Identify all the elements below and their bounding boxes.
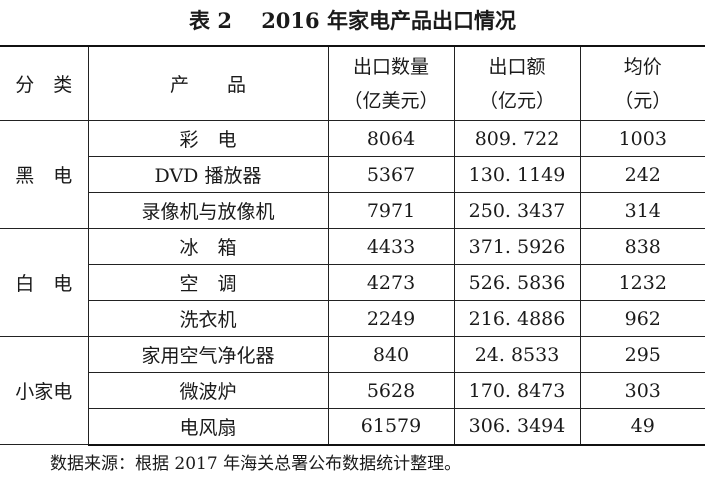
- table-row: 微波炉 5628 170. 8473 303: [0, 372, 705, 409]
- table-row: 白 电 冰 箱 4433 371. 5926 838: [0, 228, 705, 337]
- source-note: 数据来源：根据 2017 年海关总署公布数据统计整理。: [50, 454, 462, 474]
- header-price-line2: （元）: [614, 89, 672, 112]
- header-value-line2: （亿元）: [478, 89, 555, 112]
- product-cell: 洗衣机: [88, 300, 329, 337]
- header-quantity: 出口数量 （亿美元）: [327, 45, 455, 121]
- table-caption: 表 2 2016 年家电产品出口情况: [189, 8, 516, 33]
- header-row: 分 类 产 品 出口数量 （亿美元） 出口额 （亿元） 均价 （元）: [0, 45, 705, 121]
- price-cell: 49: [579, 408, 705, 446]
- quantity-cell: 4273: [327, 264, 455, 301]
- value-cell: 250. 3437: [453, 192, 581, 229]
- product-cell: 家用空气净化器: [87, 336, 329, 373]
- header-quantity-line2: （亿美元）: [343, 89, 439, 112]
- header-product: 产 品: [87, 45, 329, 121]
- price-cell: 1003: [579, 120, 705, 157]
- quantity-cell: 8064: [327, 120, 455, 157]
- product-cell: 电风扇: [88, 408, 329, 446]
- category-cell: 白 电: [0, 228, 89, 337]
- table-row: 黑 电 彩 电 8064 809. 722 1003: [0, 120, 705, 229]
- price-cell: 295: [579, 336, 705, 373]
- value-cell: 809. 722: [453, 120, 581, 157]
- product-cell: DVD 播放器: [88, 156, 329, 193]
- table-row: 电风扇 61579 306. 3494 49: [0, 408, 705, 446]
- value-cell: 306. 3494: [453, 408, 581, 446]
- value-cell: 24. 8533: [453, 336, 581, 373]
- table-row: 空 调 4273 526. 5836 1232: [0, 264, 705, 301]
- header-category: 分 类: [0, 45, 89, 121]
- price-cell: 838: [579, 228, 705, 265]
- quantity-cell: 4433: [327, 228, 455, 265]
- value-cell: 170. 8473: [453, 372, 581, 409]
- product-cell: 微波炉: [88, 372, 329, 409]
- price-cell: 303: [579, 372, 705, 409]
- quantity-cell: 840: [327, 336, 455, 373]
- header-value: 出口额 （亿元）: [453, 45, 581, 121]
- table-row: 小家电 家用空气净化器 840 24. 8533 295: [0, 336, 705, 445]
- quantity-cell: 2249: [327, 300, 455, 337]
- value-cell: 526. 5836: [453, 264, 581, 301]
- quantity-cell: 61579: [327, 408, 455, 446]
- header-price-line1: 均价: [623, 55, 662, 78]
- product-cell: 录像机与放像机: [88, 192, 329, 229]
- table-row: 录像机与放像机 7971 250. 3437 314: [0, 192, 705, 229]
- header-quantity-line1: 出口数量: [352, 55, 429, 78]
- quantity-cell: 5367: [327, 156, 455, 193]
- category-cell: 黑 电: [0, 120, 89, 229]
- quantity-cell: 5628: [327, 372, 455, 409]
- header-price: 均价 （元）: [579, 45, 705, 121]
- value-cell: 216. 4886: [453, 300, 581, 337]
- quantity-cell: 7971: [327, 192, 455, 229]
- price-cell: 242: [579, 156, 705, 193]
- value-cell: 371. 5926: [453, 228, 581, 265]
- table-row: 洗衣机 2249 216. 4886 962: [0, 300, 705, 337]
- product-cell: 冰 箱: [87, 228, 329, 265]
- table-row: DVD 播放器 5367 130. 1149 242: [0, 156, 705, 193]
- product-cell: 空 调: [88, 264, 329, 301]
- header-value-line1: 出口额: [488, 55, 546, 78]
- category-cell: 小家电: [0, 336, 89, 445]
- value-cell: 130. 1149: [453, 156, 581, 193]
- price-cell: 314: [579, 192, 705, 229]
- export-table: 分 类 产 品 出口数量 （亿美元） 出口额 （亿元） 均价 （元） 黑 电 彩…: [0, 45, 705, 446]
- price-cell: 1232: [579, 264, 705, 301]
- product-cell: 彩 电: [87, 120, 329, 157]
- price-cell: 962: [579, 300, 705, 337]
